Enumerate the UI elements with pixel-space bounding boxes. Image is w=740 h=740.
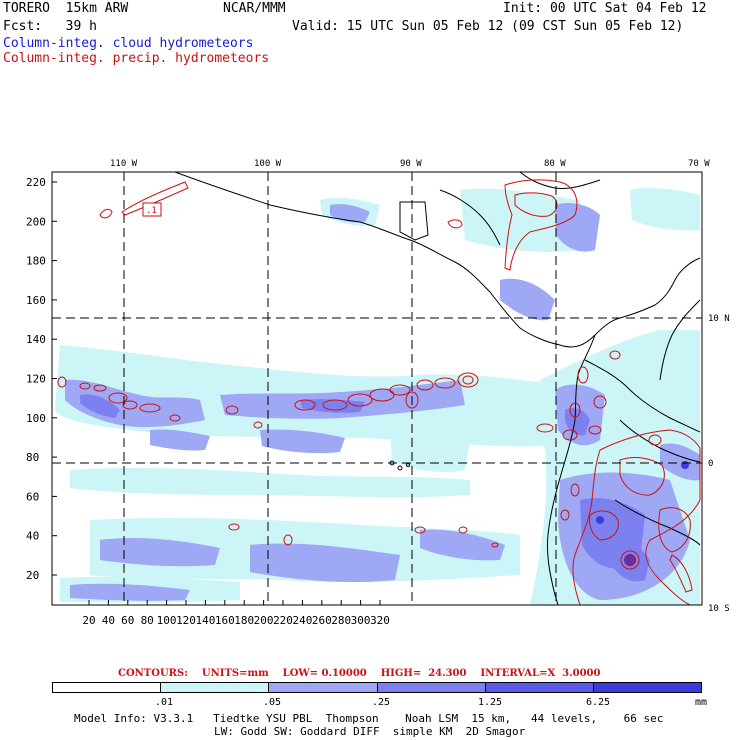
bottom-tick-label: 220 xyxy=(273,614,293,627)
left-tick-label: 140 xyxy=(26,333,46,346)
colorbar-label-005: .05 xyxy=(263,697,282,708)
bottom-tick-label: 320 xyxy=(370,614,390,627)
bottom-tick-label: 40 xyxy=(102,614,115,627)
colorbar-swatch xyxy=(53,683,161,692)
central-america-coast xyxy=(174,172,701,348)
south-america-west-coast xyxy=(547,334,596,605)
bottom-tick-label: 240 xyxy=(292,614,312,627)
lat-label-equator: 0 xyxy=(708,459,713,469)
left-tick-label: 100 xyxy=(26,412,46,425)
contours-interval: INTERVAL=X 3.0000 xyxy=(480,668,601,679)
colombia-border xyxy=(584,359,701,433)
contour-01-label-area xyxy=(121,181,189,216)
bottom-tick-label: 280 xyxy=(331,614,351,627)
model-title: TORERO 15km ARW xyxy=(3,1,129,16)
south-america-north-coast xyxy=(659,299,701,381)
left-tick-label: 220 xyxy=(26,176,46,189)
contour-label-box xyxy=(142,202,162,217)
lat-label-10s: 10 S xyxy=(708,604,730,614)
contours-low: LOW= 0.10000 xyxy=(282,668,367,679)
contours-high: HIGH= 24.300 xyxy=(380,668,467,679)
contours-info: CONTOURS: UNITS=mm LOW= 0.10000 HIGH= 24.30… xyxy=(118,668,614,679)
left-tick-label: 60 xyxy=(26,490,39,503)
left-tick-label: 40 xyxy=(26,530,39,543)
bottom-tick-label: 80 xyxy=(141,614,154,627)
gulf-coast xyxy=(439,189,501,246)
peru-brazil-border xyxy=(614,499,701,546)
bottom-axis: 20 40 60 80 100 120 140 160 180 200 220 240 260 280 30… xyxy=(82,600,390,627)
bottom-tick-label: 260 xyxy=(312,614,332,627)
organization-label: NCAR/MMM xyxy=(223,1,286,16)
colorbar-swatch xyxy=(160,683,269,692)
colorbar-swatch xyxy=(268,683,377,692)
model-info-line2: LW: Godd SW: Goddard DIFF simple KM 2D S… xyxy=(214,725,526,738)
contours-units: UNITS=mm xyxy=(201,668,269,679)
valid-time: Valid: 15 UTC Sun 05 Feb 12 (09 CST Sun … xyxy=(292,19,684,34)
contour-andes-cluster xyxy=(572,429,701,605)
bottom-tick-label: 120 xyxy=(176,614,196,627)
galapagos-island-2 xyxy=(397,465,403,471)
precip-contours xyxy=(57,179,701,605)
guatemala-border xyxy=(399,201,429,241)
colorbar-label-025: .25 xyxy=(372,697,391,708)
left-axis: 220 200 180 160 140 120 100 80 60 40 20 xyxy=(26,176,57,582)
precip-field-title: Column-integ. precip. hydrometeors xyxy=(3,51,270,66)
left-tick-label: 180 xyxy=(26,255,46,268)
left-tick-label: 200 xyxy=(26,215,46,228)
bottom-tick-label: 160 xyxy=(215,614,235,627)
contours-label: CONTOURS: xyxy=(118,668,188,679)
lon-label-70w: 70 W xyxy=(688,159,710,169)
left-tick-label: 20 xyxy=(26,569,39,582)
bottom-tick-label: 180 xyxy=(234,614,254,627)
bottom-tick-label: 60 xyxy=(121,614,134,627)
colorbar-unit: mm xyxy=(695,697,708,708)
bottom-tick-label: 300 xyxy=(351,614,371,627)
colorbar-swatch xyxy=(376,683,485,692)
coastlines xyxy=(174,172,701,605)
colorbar-swatch xyxy=(592,683,702,692)
bottom-tick-label: 200 xyxy=(254,614,274,627)
model-info-line1: Model Info: V3.3.1 Tiedtke YSU PBL Thomp… xyxy=(74,712,664,725)
left-tick-label: 160 xyxy=(26,294,46,307)
lon-label-110w: 110 W xyxy=(110,159,138,169)
right-latitude-labels: 10 N 0 10 S xyxy=(708,314,730,614)
bottom-tick-label: 100 xyxy=(157,614,177,627)
colorbar-swatch xyxy=(484,683,593,692)
lon-label-100w: 100 W xyxy=(254,159,282,169)
graticule xyxy=(52,172,702,605)
lat-label-10n: 10 N xyxy=(708,314,730,324)
caribbean-coast xyxy=(519,172,601,189)
colorbar-label-625: 6.25 xyxy=(586,697,611,708)
bottom-tick-label: 140 xyxy=(195,614,215,627)
left-tick-label: 80 xyxy=(26,451,39,464)
contour-caribbean-cluster xyxy=(504,179,578,271)
init-time: Init: 00 UTC Sat 04 Feb 12 xyxy=(503,1,707,16)
top-longitude-labels: 110 W 100 W 90 W 80 W 70 W xyxy=(110,159,710,169)
forecast-hour: Fcst: 39 h xyxy=(3,19,97,34)
cloud-field-title: Column-integ. cloud hydrometeors xyxy=(3,36,254,51)
contour-label-text: .1 xyxy=(146,206,157,216)
bottom-tick-label: 20 xyxy=(82,614,95,627)
colorbar xyxy=(52,682,702,693)
colorbar-label-125: 1.25 xyxy=(478,697,503,708)
plot-frame xyxy=(51,171,703,606)
colorbar-label-001: .01 xyxy=(155,697,174,708)
lon-label-90w: 90 W xyxy=(400,159,422,169)
ecuador-peru-border xyxy=(619,419,701,463)
left-tick-label: 120 xyxy=(26,373,46,386)
lon-label-80w: 80 W xyxy=(544,159,566,169)
